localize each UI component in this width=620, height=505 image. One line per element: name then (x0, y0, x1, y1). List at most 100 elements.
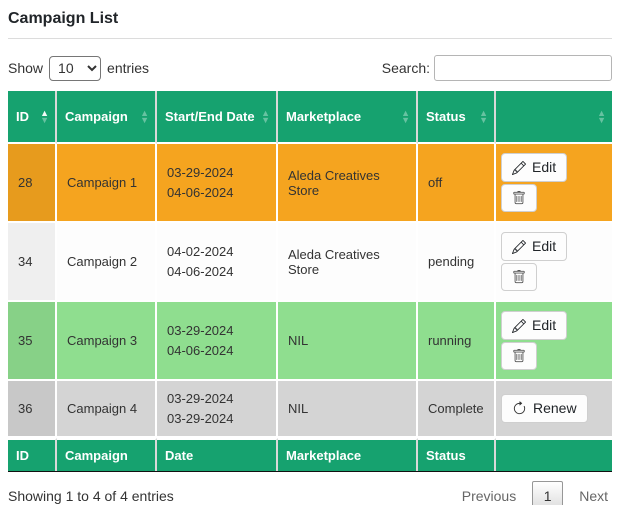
sort-desc-icon: ▼ (140, 114, 149, 125)
pencil-icon (512, 160, 526, 175)
end-date: 04-06-2024 (167, 184, 234, 200)
sort-asc-icon: ▲ (261, 107, 270, 118)
cell-date: 03-29-2024 03-29-2024 (157, 381, 278, 438)
cell-campaign: Campaign 2 (57, 223, 157, 302)
renew-button-label: Renew (533, 400, 577, 417)
edit-button[interactable]: Edit (501, 311, 568, 340)
pagination: Previous 1 Next (458, 481, 612, 505)
column-header-actions[interactable]: ▲ ▼ (496, 91, 612, 144)
delete-button[interactable] (501, 341, 537, 370)
footer-header-id: ID (8, 438, 57, 471)
cell-status: Complete (418, 381, 496, 438)
trash-icon (513, 269, 525, 283)
cell-date: 03-29-2024 04-06-2024 (157, 144, 278, 223)
show-label: Show (8, 60, 44, 76)
refresh-icon (513, 401, 526, 415)
cell-status: running (418, 302, 496, 381)
cell-id: 36 (8, 381, 57, 438)
column-header-campaign[interactable]: Campaign ▲ ▼ (57, 91, 157, 144)
cell-date: 04-02-2024 04-06-2024 (157, 223, 278, 302)
cell-campaign: Campaign 4 (57, 381, 157, 438)
start-date: 03-29-2024 (167, 391, 234, 406)
start-date: 03-29-2024 (167, 165, 234, 180)
sort-asc-icon: ▲ (401, 107, 410, 118)
sort-desc-icon: ▼ (261, 114, 270, 125)
renew-button[interactable]: Renew (501, 394, 588, 423)
table-row: 28 Campaign 1 03-29-2024 04-06-2024 Aled… (8, 144, 612, 223)
cell-date: 03-29-2024 04-06-2024 (157, 302, 278, 381)
footer-header-marketplace: Marketplace (278, 438, 418, 471)
column-header-id[interactable]: ID ▲ ▼ (8, 91, 57, 144)
cell-actions: Edit (496, 302, 612, 381)
column-header-marketplace[interactable]: Marketplace ▲ ▼ (278, 91, 418, 144)
cell-marketplace: NIL (278, 302, 418, 381)
sort-icons: ▲ ▼ (401, 107, 410, 125)
sort-desc-icon: ▼ (597, 114, 606, 125)
column-header-status[interactable]: Status ▲ ▼ (418, 91, 496, 144)
next-button[interactable]: Next (579, 488, 608, 504)
entries-info: Showing 1 to 4 of 4 entries (8, 488, 174, 504)
end-date: 04-06-2024 (167, 342, 234, 358)
edit-button-label: Edit (532, 159, 557, 176)
end-date: 03-29-2024 (167, 410, 234, 426)
delete-button[interactable] (501, 183, 537, 212)
cell-actions: Edit (496, 223, 612, 302)
cell-marketplace: Aleda Creatives Store (278, 144, 418, 223)
sort-asc-icon: ▲ (597, 107, 606, 118)
edit-button[interactable]: Edit (501, 232, 568, 261)
sort-asc-icon: ▲ (40, 107, 49, 118)
cell-status: pending (418, 223, 496, 302)
pencil-icon (512, 318, 526, 333)
sort-icons: ▲ ▼ (40, 107, 49, 125)
sort-asc-icon: ▲ (140, 107, 149, 118)
cell-id: 34 (8, 223, 57, 302)
campaign-table: ID ▲ ▼ Campaign ▲ ▼ Start/End Date ▲ ▼ Mark… (8, 91, 612, 472)
search-control: Search: (382, 55, 612, 81)
edit-button-label: Edit (532, 238, 557, 255)
title-divider (8, 38, 612, 39)
footer-header-date: Date (157, 438, 278, 471)
start-date: 03-29-2024 (167, 323, 234, 338)
pencil-icon (512, 239, 526, 254)
sort-icons: ▲ ▼ (597, 107, 606, 125)
table-header-row: ID ▲ ▼ Campaign ▲ ▼ Start/End Date ▲ ▼ Mark… (8, 91, 612, 144)
cell-status: off (418, 144, 496, 223)
table-row: 35 Campaign 3 03-29-2024 04-06-2024 NIL … (8, 302, 612, 381)
bottom-bar: Showing 1 to 4 of 4 entries Previous 1 N… (8, 481, 612, 505)
sort-desc-icon: ▼ (479, 114, 488, 125)
previous-button[interactable]: Previous (461, 488, 517, 504)
cell-id: 28 (8, 144, 57, 223)
table-controls: Show 10 entries Search: (8, 53, 612, 83)
sort-icons: ▲ ▼ (140, 107, 149, 125)
cell-id: 35 (8, 302, 57, 381)
table-row: 34 Campaign 2 04-02-2024 04-06-2024 Aled… (8, 223, 612, 302)
sort-icons: ▲ ▼ (479, 108, 488, 125)
start-date: 04-02-2024 (167, 244, 234, 259)
edit-button[interactable]: Edit (501, 153, 568, 182)
edit-button-label: Edit (532, 317, 557, 334)
footer-header-status: Status (418, 438, 496, 471)
sort-desc-icon: ▼ (40, 114, 49, 125)
page-title: Campaign List (8, 10, 119, 27)
cell-actions: Renew (496, 381, 612, 438)
cell-marketplace: NIL (278, 381, 418, 438)
trash-icon (513, 348, 525, 362)
entries-length-control: Show 10 entries (8, 55, 150, 81)
search-label: Search: (381, 60, 430, 76)
table-row: 36 Campaign 4 03-29-2024 03-29-2024 NIL … (8, 381, 612, 438)
entries-length-select[interactable]: 10 (49, 55, 102, 81)
footer-header-campaign: Campaign (57, 438, 157, 471)
sort-icons: ▲ ▼ (261, 107, 270, 125)
table-footer-row: ID Campaign Date Marketplace Status (8, 438, 612, 471)
entries-label: entries (107, 60, 150, 76)
cell-actions: Edit (496, 144, 612, 223)
cell-marketplace: Aleda Creatives Store (278, 223, 418, 302)
cell-campaign: Campaign 1 (57, 144, 157, 223)
trash-icon (513, 190, 525, 204)
end-date: 04-06-2024 (167, 263, 234, 279)
page-number-button[interactable]: 1 (532, 481, 564, 505)
column-header-date[interactable]: Start/End Date ▲ ▼ (157, 91, 278, 144)
sort-desc-icon: ▼ (401, 114, 410, 125)
search-input[interactable] (434, 55, 612, 81)
delete-button[interactable] (501, 262, 537, 291)
